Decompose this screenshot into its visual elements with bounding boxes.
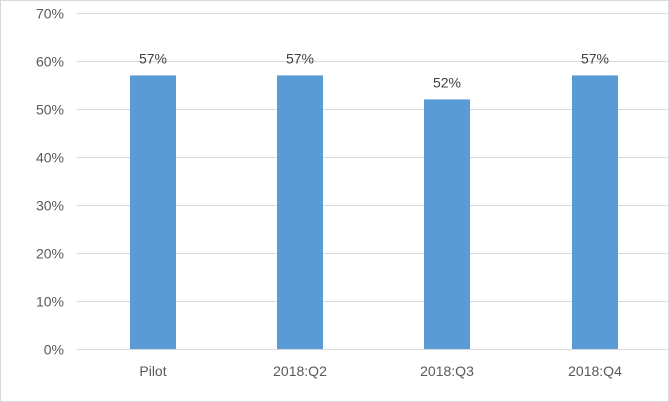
data-labels: 57% 57% 52% 57% [139, 50, 609, 90]
data-label: 57% [286, 50, 314, 66]
bars [130, 75, 618, 350]
bar [572, 75, 618, 350]
x-tick-label: 2018:Q3 [420, 363, 474, 379]
x-tick-label: 2018:Q2 [273, 363, 327, 379]
y-axis-tick-labels: 0% 10% 20% 30% 40% 50% 60% 70% [36, 6, 64, 358]
bar [277, 75, 323, 350]
data-label: 57% [581, 50, 609, 66]
y-tick-label: 40% [36, 150, 64, 166]
data-label: 57% [139, 50, 167, 66]
y-tick-label: 30% [36, 198, 64, 214]
y-tick-label: 70% [36, 6, 64, 22]
y-tick-label: 10% [36, 294, 64, 310]
y-tick-label: 20% [36, 246, 64, 262]
x-tick-label: Pilot [139, 363, 166, 379]
y-tick-label: 0% [44, 342, 64, 358]
y-tick-label: 50% [36, 102, 64, 118]
x-tick-label: 2018:Q4 [568, 363, 622, 379]
x-axis-tick-labels: Pilot 2018:Q2 2018:Q3 2018:Q4 [139, 363, 622, 379]
bar [130, 75, 176, 350]
bar [424, 99, 470, 350]
y-tick-label: 60% [36, 54, 64, 70]
data-label: 52% [433, 74, 461, 90]
